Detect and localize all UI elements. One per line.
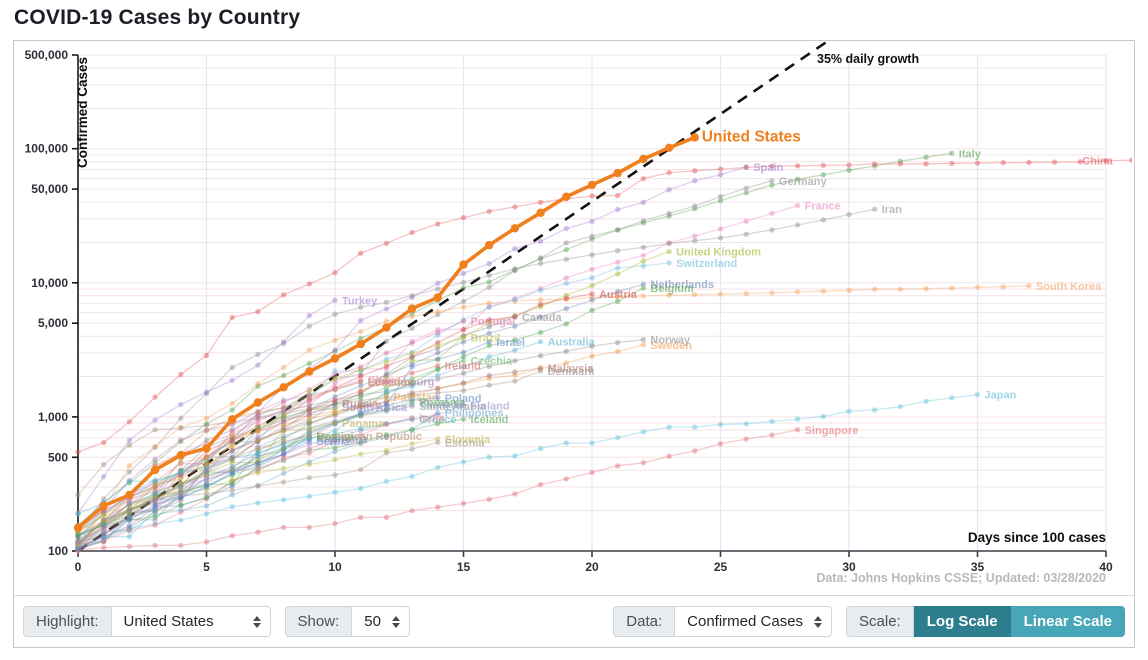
svg-text:Switzerland: Switzerland bbox=[676, 258, 737, 270]
highlight-group: Highlight: United States bbox=[23, 606, 271, 637]
svg-text:Czechia: Czechia bbox=[471, 356, 513, 368]
svg-text:Israel: Israel bbox=[496, 337, 525, 349]
highlight-select[interactable]: United States bbox=[111, 606, 271, 637]
highlight-label: Highlight: bbox=[23, 606, 112, 637]
svg-text:United States: United States bbox=[702, 128, 801, 145]
svg-text:Argentina: Argentina bbox=[316, 434, 368, 446]
show-select-value: 50 bbox=[364, 613, 381, 630]
data-select-value: Confirmed Cases bbox=[687, 613, 804, 630]
svg-text:Chile: Chile bbox=[368, 374, 395, 386]
svg-text:Ecuador: Ecuador bbox=[368, 377, 413, 389]
data-group: Data: Confirmed Cases bbox=[613, 606, 833, 637]
data-label: Data: bbox=[613, 606, 676, 637]
svg-text:100,000: 100,000 bbox=[25, 142, 69, 156]
svg-text:Austria: Austria bbox=[599, 289, 638, 301]
svg-text:Greece: Greece bbox=[419, 414, 456, 426]
chart-area[interactable]: 35% daily growth 0 5 10 15 20 25 30 35 40 100 500 1,… bbox=[14, 41, 1134, 595]
svg-text:Thailand: Thailand bbox=[419, 399, 464, 411]
svg-text:Spain: Spain bbox=[753, 162, 783, 174]
svg-text:35: 35 bbox=[971, 560, 985, 574]
svg-text:Iceland: Iceland bbox=[471, 414, 509, 426]
svg-text:500: 500 bbox=[48, 450, 68, 464]
svg-text:35% daily growth: 35% daily growth bbox=[817, 52, 919, 66]
svg-text:Serbia: Serbia bbox=[316, 436, 351, 448]
svg-text:Data: Johns Hopkins CSSE; Upda: Data: Johns Hopkins CSSE; Updated: 03/28… bbox=[816, 571, 1106, 585]
svg-text:Pakistan: Pakistan bbox=[393, 392, 439, 404]
svg-text:Belgium: Belgium bbox=[650, 283, 694, 295]
svg-text:Peru: Peru bbox=[342, 435, 366, 447]
svg-text:500,000: 500,000 bbox=[25, 48, 69, 62]
svg-text:Panama: Panama bbox=[342, 418, 385, 430]
svg-text:Poland: Poland bbox=[445, 393, 482, 405]
svg-text:Malaysia: Malaysia bbox=[548, 363, 595, 375]
svg-text:Japan: Japan bbox=[985, 390, 1017, 402]
svg-text:China: China bbox=[1082, 155, 1113, 167]
svg-text:South Africa: South Africa bbox=[342, 402, 408, 414]
svg-text:South Korea: South Korea bbox=[1036, 281, 1102, 293]
covid-chart-svg[interactable]: 35% daily growth 0 5 10 15 20 25 30 35 40 100 500 1,… bbox=[14, 41, 1132, 595]
svg-text:25: 25 bbox=[714, 560, 728, 574]
select-arrows-icon bbox=[814, 615, 823, 628]
controls-bar: Highlight: United States Show: 50 Data: … bbox=[14, 595, 1134, 647]
svg-text:Singapore: Singapore bbox=[805, 425, 859, 437]
select-arrows-icon bbox=[391, 615, 400, 628]
svg-text:Mexico: Mexico bbox=[316, 431, 354, 443]
svg-text:India: India bbox=[419, 413, 446, 425]
scale-label: Scale: bbox=[846, 606, 914, 637]
svg-text:Russia: Russia bbox=[342, 398, 379, 410]
show-select[interactable]: 50 bbox=[352, 606, 410, 637]
svg-text:Denmark: Denmark bbox=[548, 366, 596, 378]
svg-text:Philippines: Philippines bbox=[445, 408, 504, 420]
svg-text:50,000: 50,000 bbox=[31, 182, 68, 196]
svg-text:Luxembourg: Luxembourg bbox=[368, 377, 435, 389]
svg-text:France: France bbox=[805, 201, 841, 213]
chart-card: 35% daily growth 0 5 10 15 20 25 30 35 40 100 500 1,… bbox=[13, 40, 1135, 648]
show-label: Show: bbox=[284, 606, 353, 637]
svg-text:10,000: 10,000 bbox=[31, 276, 68, 290]
svg-text:Netherlands: Netherlands bbox=[650, 279, 714, 291]
svg-text:Finland: Finland bbox=[471, 400, 510, 412]
svg-text:United Kingdom: United Kingdom bbox=[676, 247, 761, 259]
svg-text:Saudi Arabia: Saudi Arabia bbox=[419, 401, 487, 413]
svg-text:Estonia: Estonia bbox=[445, 437, 486, 449]
svg-text:5,000: 5,000 bbox=[38, 316, 68, 330]
svg-text:Portugal: Portugal bbox=[471, 316, 516, 328]
svg-text:Australia: Australia bbox=[548, 337, 596, 349]
controls-right: Data: Confirmed Cases Scale: Log Scale L… bbox=[613, 606, 1125, 637]
svg-text:15: 15 bbox=[457, 560, 471, 574]
svg-text:Sweden: Sweden bbox=[650, 340, 692, 352]
svg-text:Confirmed Cases: Confirmed Cases bbox=[75, 57, 90, 168]
svg-text:0: 0 bbox=[75, 560, 82, 574]
svg-text:Canada: Canada bbox=[522, 312, 563, 324]
svg-text:1,000: 1,000 bbox=[38, 410, 68, 424]
svg-text:20: 20 bbox=[585, 560, 599, 574]
controls-left: Highlight: United States Show: 50 bbox=[23, 606, 410, 637]
data-select[interactable]: Confirmed Cases bbox=[675, 606, 833, 637]
svg-text:40: 40 bbox=[1099, 560, 1113, 574]
svg-text:Ireland: Ireland bbox=[445, 361, 481, 373]
svg-text:5: 5 bbox=[203, 560, 210, 574]
svg-text:Italy: Italy bbox=[959, 148, 982, 160]
page-title: COVID-19 Cases by Country bbox=[14, 6, 301, 29]
svg-text:Romania: Romania bbox=[419, 397, 466, 409]
svg-text:Brazil: Brazil bbox=[471, 333, 501, 345]
svg-text:Dominican Republic: Dominican Republic bbox=[316, 431, 422, 443]
select-arrows-icon bbox=[252, 615, 261, 628]
log-scale-button[interactable]: Log Scale bbox=[913, 606, 1011, 637]
svg-text:30: 30 bbox=[842, 560, 856, 574]
svg-text:10: 10 bbox=[328, 560, 342, 574]
svg-text:Turkey: Turkey bbox=[342, 295, 378, 307]
linear-scale-button[interactable]: Linear Scale bbox=[1010, 606, 1125, 637]
highlight-select-value: United States bbox=[123, 613, 214, 630]
svg-text:Norway: Norway bbox=[650, 335, 691, 347]
svg-text:100: 100 bbox=[48, 544, 68, 558]
scale-group: Scale: Log Scale Linear Scale bbox=[846, 606, 1125, 637]
svg-text:Germany: Germany bbox=[779, 176, 828, 188]
show-group: Show: 50 bbox=[284, 606, 410, 637]
svg-text:Iran: Iran bbox=[882, 204, 902, 216]
svg-text:Slovenia: Slovenia bbox=[445, 434, 491, 446]
svg-text:Days since 100 cases: Days since 100 cases bbox=[968, 530, 1106, 545]
